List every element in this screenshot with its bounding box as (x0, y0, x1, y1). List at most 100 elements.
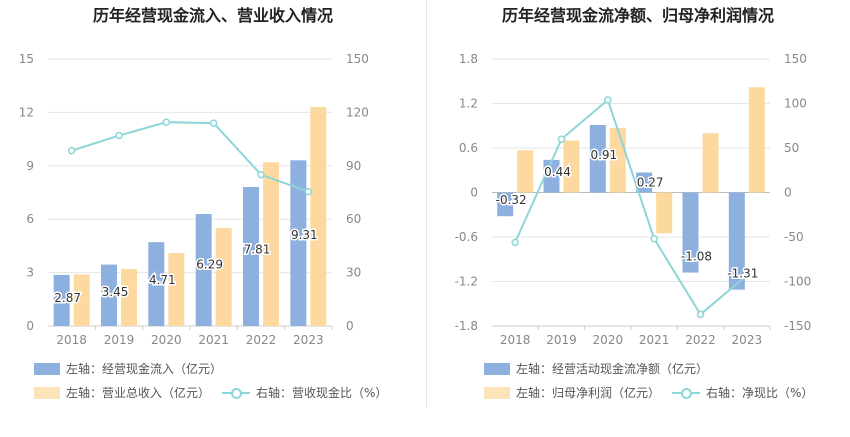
right-tick-label: 150 (784, 52, 807, 66)
right-tick-label: 0 (346, 319, 354, 333)
data-label: 7.81 (244, 243, 271, 257)
right-tick-label: -150 (784, 319, 811, 333)
chart-plot-right: -1.8 -150 -1.2 -100 -0.6 -50 0 0 0.6 50 1.2 100 1.8 1… (455, 52, 812, 347)
line-series (71, 121, 309, 193)
line-series (514, 98, 748, 316)
right-tick-label: -50 (784, 230, 804, 244)
left-tick-label: -0.6 (455, 230, 478, 244)
line-point (743, 271, 751, 280)
legend-item-net-cash-flow[interactable]: 左轴：经营活动现金流净额（亿元） (484, 360, 708, 377)
bar-orange (73, 274, 90, 326)
legend-row-1: 左轴：经营现金流入（亿元） (34, 360, 234, 377)
line-point (115, 131, 123, 140)
x-tick-label: 2022 (685, 333, 716, 347)
left-tick-label: 6 (26, 212, 34, 226)
legend-label: 右轴：净现比（%） (706, 386, 814, 400)
legend-row-2: 左轴：归母净利润（亿元） 右轴：净现比（%） (484, 384, 825, 401)
bar-blue (148, 242, 165, 326)
right-tick-label: 150 (346, 52, 369, 66)
left-tick-label: 9 (26, 159, 34, 173)
line-point (67, 146, 76, 155)
left-tick-label: 1.8 (459, 52, 478, 66)
legend-label: 右轴：营收现金比（%） (256, 386, 388, 400)
bar-orange (702, 133, 719, 193)
line-point (209, 119, 218, 127)
left-tick-label: 12 (19, 105, 34, 119)
bar-orange (263, 162, 279, 326)
data-label: -1.08 (681, 250, 712, 264)
legend-item-ratio[interactable]: 右轴：营收现金比（%） (222, 384, 387, 401)
data-label: 0.27 (637, 175, 664, 189)
legend-swatch-line (222, 387, 251, 399)
left-tick-label: 0.6 (459, 141, 478, 155)
legend-label: 左轴：经营活动现金流净额（亿元） (516, 362, 709, 376)
legend-item-cash-ratio[interactable]: 右轴：净现比（%） (672, 384, 813, 401)
line-point (604, 96, 612, 104)
legend-swatch-bar-orange (34, 386, 60, 399)
left-tick-label: -1.8 (455, 319, 478, 333)
data-label: 2.87 (54, 291, 81, 305)
x-tick-label: 2023 (732, 333, 763, 347)
data-label: 0.44 (544, 165, 571, 179)
right-tick-label: 100 (784, 97, 807, 111)
data-label: 0.91 (590, 148, 617, 162)
left-tick-label: 1.2 (459, 97, 478, 111)
bar-orange (656, 192, 673, 234)
chart-title: 历年经营现金流净额、归母净利润情况 (501, 6, 774, 25)
legend-label: 左轴：营业总收入（亿元） (66, 386, 211, 400)
data-label: 4.71 (149, 273, 176, 287)
bar-blue (243, 186, 259, 326)
x-tick-label: 2020 (593, 333, 624, 347)
left-tick-label: 3 (26, 266, 34, 280)
bar-orange (563, 140, 580, 193)
data-label: 3.45 (102, 285, 129, 299)
left-tick-label: 15 (19, 52, 34, 66)
right-tick-label: -100 (784, 275, 811, 289)
bar-blue (290, 160, 307, 326)
x-tick-label: 2021 (198, 333, 229, 347)
legend-label: 左轴：归母净利润（亿元） (516, 386, 661, 400)
right-tick-label: 0 (784, 186, 792, 200)
left-tick-label: 0 (470, 186, 478, 200)
data-label: 9.31 (291, 228, 318, 242)
legend-row-2: 左轴：营业总收入（亿元） 右轴：营收现金比（%） (34, 384, 399, 401)
line-point (696, 310, 705, 319)
left-tick-label: 0 (26, 319, 34, 333)
right-tick-label: 30 (346, 266, 361, 280)
x-tick-label: 2020 (151, 333, 182, 347)
right-tick-label: 50 (784, 141, 799, 155)
bar-orange (121, 269, 137, 326)
x-tick-label: 2021 (639, 333, 670, 347)
line-point (257, 170, 265, 179)
line-point (511, 238, 519, 247)
x-tick-label: 2019 (104, 333, 135, 347)
legend-swatch-bar-orange (484, 386, 510, 399)
chart-plot-left: 0 0 3 30 6 60 9 90 12 120 15 150 2018 2019 2020 2021 202… (19, 52, 369, 347)
bar-blue (101, 264, 117, 326)
chart-panel-right: 历年经营现金流净额、归母净利润情况 -1.8 -150 -1.2 -100 -0.6 -5… (426, 0, 850, 437)
line-point (162, 118, 171, 126)
right-tick-label: 90 (346, 159, 361, 173)
legend-item-cash-inflow[interactable]: 左轴：经营现金流入（亿元） (34, 360, 222, 377)
bar-blue (589, 125, 606, 193)
legend-swatch-bar-blue (484, 362, 510, 375)
x-tick-label: 2023 (293, 333, 324, 347)
chart-panel-left: 历年经营现金流入、营业收入情况 0 0 3 30 6 60 9 90 12 120 15 150 201… (19, 6, 399, 401)
legend-row-1: 左轴：经营活动现金流净额（亿元） (484, 360, 720, 377)
bar-blue (195, 214, 212, 326)
bar-blue (53, 274, 70, 326)
data-label: 6.29 (196, 257, 223, 271)
x-tick-label: 2018 (56, 333, 87, 347)
legend-label: 左轴：经营现金流入（亿元） (66, 362, 223, 376)
left-tick-label: -1.2 (455, 275, 478, 289)
right-tick-label: 60 (346, 212, 361, 226)
legend-item-revenue[interactable]: 左轴：营业总收入（亿元） (34, 384, 210, 401)
bar-orange (748, 87, 765, 193)
legend-item-net-profit[interactable]: 左轴：归母净利润（亿元） (484, 384, 660, 401)
right-tick-label: 120 (346, 105, 369, 119)
line-point (650, 235, 658, 243)
x-tick-label: 2019 (546, 333, 577, 347)
legend-swatch-bar-blue (34, 362, 60, 375)
bar-orange (310, 107, 327, 326)
panel-divider (426, 0, 427, 408)
